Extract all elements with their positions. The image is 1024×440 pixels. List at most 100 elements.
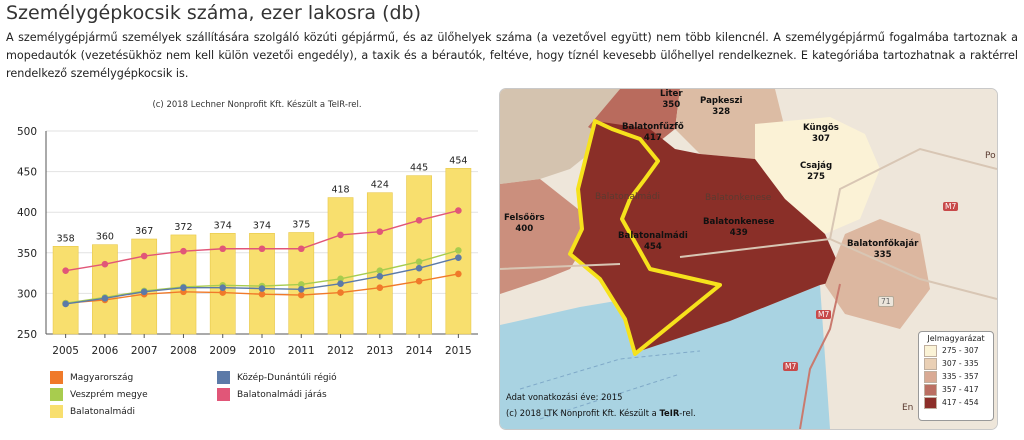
series-point[interactable] xyxy=(258,285,266,292)
series-point[interactable] xyxy=(219,245,227,253)
y-tick-label: 300 xyxy=(17,288,37,300)
series-point[interactable] xyxy=(297,281,305,288)
map-legend-item: 307 - 335 xyxy=(924,357,993,370)
series-point[interactable] xyxy=(455,207,462,214)
map-edge-label: En xyxy=(902,403,914,413)
road-sign-m7: M7 xyxy=(783,362,799,371)
bar[interactable] xyxy=(406,175,432,335)
region-balatonalmadi-highlight[interactable] xyxy=(568,119,722,356)
series-point[interactable] xyxy=(455,270,462,278)
map-legend-item: 357 - 417 xyxy=(924,383,993,396)
bar[interactable] xyxy=(92,244,118,335)
series-point[interactable] xyxy=(101,294,109,302)
y-tick-label: 400 xyxy=(17,207,37,219)
map-panel[interactable]: Liter 350 Papkeszi 328 Balatonfűzfő 417 Kün… xyxy=(499,88,998,430)
series-point[interactable] xyxy=(62,267,69,274)
series-point[interactable] xyxy=(376,228,384,235)
page-title: Személygépkocsik száma, ezer lakosra (db… xyxy=(6,2,422,24)
map-legend-title: Jelmagyarázat xyxy=(927,334,985,343)
bar-value-label: 418 xyxy=(331,185,349,196)
bar-value-label: 375 xyxy=(292,220,310,231)
map-edge-label: Po xyxy=(985,151,996,161)
map-legend-swatch xyxy=(924,383,937,396)
map-legend-swatch xyxy=(924,357,937,370)
map-roads xyxy=(500,147,997,300)
series-point[interactable] xyxy=(62,300,69,308)
series-point[interactable] xyxy=(297,286,305,293)
legend-item-kozep-dunantuli[interactable]: Közép-Dunántúli régió xyxy=(217,371,337,384)
legend-label: Balatonalmádi járás xyxy=(237,389,327,400)
bar[interactable] xyxy=(366,192,393,335)
legend-swatch xyxy=(50,371,63,384)
series-point[interactable] xyxy=(455,254,462,261)
y-tick-label: 250 xyxy=(17,329,37,341)
series-point[interactable] xyxy=(337,280,344,287)
chart-legend: Magyarország Közép-Dunántúli régió Veszp… xyxy=(50,367,470,421)
series-point[interactable] xyxy=(258,290,266,298)
bar-value-label: 360 xyxy=(96,232,114,243)
legend-label: Magyarország xyxy=(70,372,134,383)
bar[interactable] xyxy=(327,197,354,335)
bar-value-label: 374 xyxy=(253,220,271,231)
legend-swatch xyxy=(50,388,63,401)
x-tick-label: 2014 xyxy=(406,345,433,357)
legend-swatch xyxy=(217,371,230,384)
series-point[interactable] xyxy=(297,245,305,253)
bar[interactable] xyxy=(52,246,79,335)
legend-label: Balatonalmádi xyxy=(70,406,135,417)
bar-value-label: 374 xyxy=(214,220,232,231)
lake-balaton xyxy=(500,285,830,429)
series-point[interactable] xyxy=(180,284,187,292)
region-north-west xyxy=(500,89,620,184)
x-tick-label: 2008 xyxy=(170,345,197,357)
x-tick-label: 2006 xyxy=(92,345,119,357)
map-legend-item: 335 - 357 xyxy=(924,370,993,383)
x-tick-label: 2013 xyxy=(366,345,393,357)
bar-value-label: 372 xyxy=(174,222,192,233)
road-sign-m7: M7 xyxy=(816,310,832,319)
map-highway xyxy=(799,283,841,429)
series-point[interactable] xyxy=(219,289,227,296)
series-point[interactable] xyxy=(337,231,344,239)
series-point[interactable] xyxy=(376,273,384,280)
series-point[interactable] xyxy=(376,284,384,292)
map-label-balatonfokajar: Balatonfőkajár 335 xyxy=(847,239,919,260)
series-point[interactable] xyxy=(180,247,187,255)
bar-value-label: 424 xyxy=(371,180,389,191)
legend-item-jaras[interactable]: Balatonalmádi járás xyxy=(217,388,327,401)
bar-value-label: 454 xyxy=(449,155,467,166)
series-point[interactable] xyxy=(415,258,423,266)
series-point[interactable] xyxy=(337,289,344,296)
legend-label: Közép-Dunántúli régió xyxy=(237,372,337,383)
x-tick-label: 2012 xyxy=(327,345,354,357)
series-point[interactable] xyxy=(376,267,384,274)
series-point[interactable] xyxy=(140,288,148,296)
series-point[interactable] xyxy=(219,284,227,292)
map-legend: Jelmagyarázat 275 - 307 307 - 335 335 - … xyxy=(918,331,994,421)
series-point[interactable] xyxy=(455,247,462,254)
map-credit: (c) 2018 LTK Nonprofit Kft. Készült a Te… xyxy=(506,408,696,418)
map-label-balatonalmadi: Balatonalmádi 454 xyxy=(618,231,688,252)
series-point[interactable] xyxy=(337,275,344,283)
series-point[interactable] xyxy=(415,217,423,224)
x-tick-label: 2005 xyxy=(52,345,79,357)
x-tick-label: 2011 xyxy=(288,345,315,357)
map-label-papkeszi: Papkeszi 328 xyxy=(700,96,743,117)
x-tick-label: 2010 xyxy=(249,345,276,357)
road-sign-71: 71 xyxy=(878,296,894,307)
legend-item-magyarorszag[interactable]: Magyarország xyxy=(50,371,133,384)
map-legend-swatch xyxy=(924,344,937,357)
series-point[interactable] xyxy=(415,264,423,272)
series-point[interactable] xyxy=(101,260,109,268)
map-label-kungos: Küngös 307 xyxy=(803,123,839,144)
map-label-csajag: Csajág 275 xyxy=(800,161,833,182)
series-point[interactable] xyxy=(140,252,148,260)
legend-item-balatonalmadi[interactable]: Balatonalmádi xyxy=(50,405,135,418)
series-point[interactable] xyxy=(297,291,305,299)
series-point[interactable] xyxy=(258,245,266,253)
y-tick-label: 500 xyxy=(17,126,37,138)
legend-swatch xyxy=(217,388,230,401)
legend-item-veszprem[interactable]: Veszprém megye xyxy=(50,388,148,401)
series-point[interactable] xyxy=(415,277,423,285)
map-canvas[interactable] xyxy=(500,89,997,429)
